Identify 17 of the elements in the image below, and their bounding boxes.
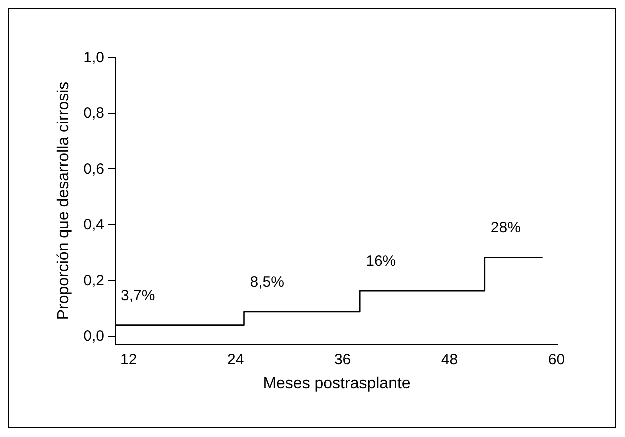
y-tick-label: 0,8 xyxy=(84,105,104,122)
y-axis-title: Proporción que desarrolla cirrosis xyxy=(56,82,73,320)
x-tick-label: 24 xyxy=(227,352,244,368)
y-tick-label: 0,2 xyxy=(84,272,104,290)
annotation: 8,5% xyxy=(250,274,284,291)
y-tick-label: 1,0 xyxy=(84,50,104,66)
annotation: 16% xyxy=(366,253,396,270)
y-tick-label: 0,6 xyxy=(84,160,104,178)
x-tick-label: 36 xyxy=(334,352,352,368)
annotation: 28% xyxy=(490,220,521,237)
x-axis-title: Meses postrasplante xyxy=(263,376,411,392)
x-tick-label: 48 xyxy=(441,352,458,368)
y-tick-label: 0,0 xyxy=(84,328,104,346)
x-tick-label: 60 xyxy=(548,352,566,368)
x-tick-label: 12 xyxy=(120,352,138,368)
y-tick-label: 0,4 xyxy=(84,216,104,234)
annotation: 3,7% xyxy=(121,287,156,304)
